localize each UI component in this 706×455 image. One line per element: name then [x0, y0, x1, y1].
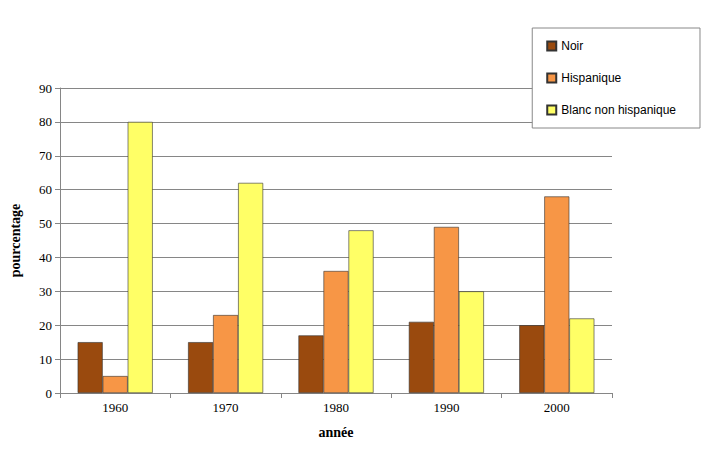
svg-text:année: année	[319, 425, 354, 440]
svg-text:0: 0	[46, 386, 53, 401]
svg-text:10: 10	[39, 352, 52, 367]
svg-text:1980: 1980	[323, 400, 349, 415]
svg-text:Hispanique: Hispanique	[561, 71, 621, 85]
svg-text:60: 60	[39, 182, 52, 197]
svg-text:1990: 1990	[433, 400, 459, 415]
svg-text:80: 80	[39, 114, 52, 129]
svg-text:1970: 1970	[213, 400, 239, 415]
svg-text:Blanc non hispanique: Blanc non hispanique	[561, 103, 676, 117]
svg-text:Noir: Noir	[561, 39, 583, 53]
svg-text:90: 90	[39, 81, 52, 96]
svg-text:30: 30	[39, 284, 52, 299]
svg-text:50: 50	[39, 216, 52, 231]
svg-text:70: 70	[39, 148, 52, 163]
svg-text:20: 20	[39, 318, 52, 333]
svg-text:1960: 1960	[102, 400, 128, 415]
svg-text:pourcentage: pourcentage	[8, 204, 23, 278]
svg-text:2000: 2000	[544, 400, 570, 415]
svg-text:40: 40	[39, 250, 52, 265]
